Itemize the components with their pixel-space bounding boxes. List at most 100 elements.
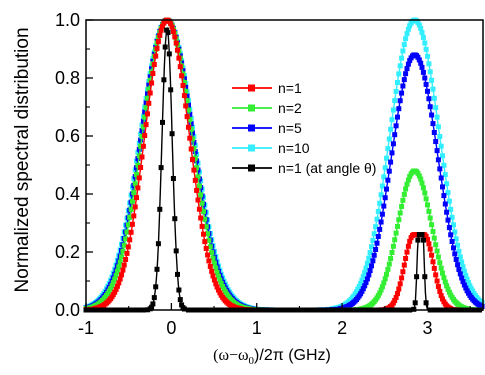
data-point xyxy=(444,209,450,215)
data-point xyxy=(389,250,395,255)
data-point xyxy=(194,158,200,164)
data-point xyxy=(201,231,206,237)
data-point xyxy=(388,256,394,261)
series-layer xyxy=(83,17,485,313)
data-point xyxy=(216,287,221,293)
data-point xyxy=(146,100,152,106)
data-point xyxy=(445,217,451,223)
data-point xyxy=(375,234,381,239)
data-point xyxy=(143,122,149,128)
data-point xyxy=(199,223,205,229)
data-point xyxy=(132,204,138,210)
data-point xyxy=(155,39,161,44)
data-point xyxy=(127,237,133,243)
data-point xyxy=(438,175,444,181)
legend-marker xyxy=(248,144,255,152)
data-point xyxy=(198,192,204,198)
data-point xyxy=(403,71,409,77)
data-point xyxy=(371,231,377,237)
data-point xyxy=(381,203,387,209)
data-point xyxy=(442,172,448,178)
data-point xyxy=(385,146,391,152)
data-point xyxy=(121,262,127,268)
data-point xyxy=(434,278,440,284)
data-point xyxy=(190,130,195,136)
data-point xyxy=(142,133,148,138)
data-point xyxy=(433,139,439,144)
data-point xyxy=(108,286,114,292)
data-point xyxy=(116,264,122,270)
data-point xyxy=(430,121,436,127)
data-point xyxy=(389,117,395,123)
data-point xyxy=(119,272,124,278)
data-point xyxy=(442,279,448,285)
data-point xyxy=(437,288,443,294)
data-point xyxy=(431,235,437,241)
data-point xyxy=(177,297,183,303)
data-point xyxy=(438,265,444,271)
data-point xyxy=(149,80,155,86)
data-point xyxy=(187,135,193,141)
data-point xyxy=(400,269,406,275)
data-point xyxy=(134,172,139,178)
data-point xyxy=(392,298,398,303)
data-point xyxy=(396,71,402,77)
data-point xyxy=(456,267,462,272)
data-point xyxy=(186,102,191,108)
data-point xyxy=(121,242,127,248)
data-point xyxy=(203,224,209,230)
data-point xyxy=(129,221,135,227)
data-point xyxy=(455,262,461,268)
data-point xyxy=(145,111,150,117)
data-point xyxy=(192,142,198,148)
data-point xyxy=(183,88,189,94)
data-point xyxy=(385,266,391,272)
data-point xyxy=(112,276,118,282)
data-point xyxy=(366,255,372,261)
data-point xyxy=(377,290,383,296)
data-point xyxy=(127,214,133,220)
data-point xyxy=(110,280,116,286)
data-point xyxy=(196,206,202,212)
data-point xyxy=(396,106,402,112)
data-point xyxy=(401,191,407,197)
data-point xyxy=(162,44,168,50)
data-point xyxy=(396,286,402,292)
data-point xyxy=(378,219,384,225)
data-point xyxy=(135,149,141,155)
data-point xyxy=(157,32,163,38)
data-point xyxy=(427,104,433,110)
data-point xyxy=(395,291,400,297)
data-point xyxy=(437,260,443,266)
legend-label: n=1 (at angle θ) xyxy=(278,160,376,176)
data-point xyxy=(140,118,146,124)
data-point xyxy=(194,151,200,157)
y-tick-label: 0.6 xyxy=(55,126,80,146)
data-point xyxy=(183,103,189,109)
data-point xyxy=(201,208,206,214)
data-point xyxy=(426,208,432,214)
data-point xyxy=(114,268,120,274)
data-point xyxy=(429,252,435,258)
data-point xyxy=(378,192,384,198)
data-point xyxy=(373,247,379,252)
data-point xyxy=(114,283,120,289)
data-point xyxy=(403,186,409,192)
data-point xyxy=(407,58,413,64)
data-point xyxy=(209,268,215,274)
data-point xyxy=(479,300,485,306)
data-point xyxy=(423,81,429,87)
data-point xyxy=(422,274,428,280)
legend-label: n=5 xyxy=(278,120,302,136)
data-point xyxy=(140,143,146,149)
data-point xyxy=(216,273,221,279)
data-point xyxy=(435,157,441,163)
data-point xyxy=(426,61,432,67)
data-point xyxy=(390,107,396,113)
data-point xyxy=(388,126,394,132)
data-point xyxy=(165,30,171,36)
legend-marker xyxy=(248,124,255,132)
data-point xyxy=(418,60,424,66)
data-point xyxy=(385,177,391,183)
data-point xyxy=(435,284,441,289)
